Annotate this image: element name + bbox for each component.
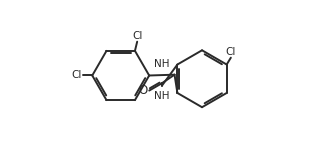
Text: O: O xyxy=(138,84,147,97)
Text: NH: NH xyxy=(154,59,170,69)
Text: Cl: Cl xyxy=(71,71,82,81)
Text: Cl: Cl xyxy=(132,31,142,41)
Text: NH: NH xyxy=(154,91,170,101)
Text: Cl: Cl xyxy=(226,47,236,57)
